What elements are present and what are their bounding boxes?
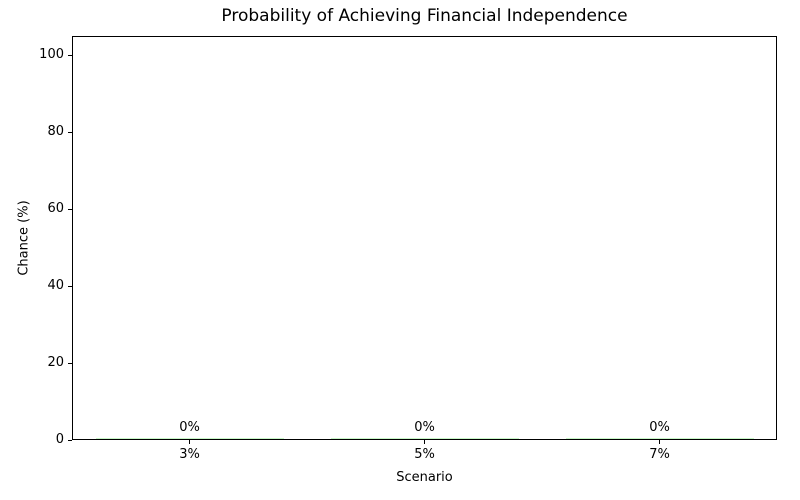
y-tick-label: 100 — [39, 47, 64, 63]
y-tick-label: 0 — [55, 432, 64, 447]
y-tick-label: 80 — [47, 124, 64, 140]
x-tick-label: 3% — [179, 447, 200, 462]
y-tick-label: 20 — [47, 355, 64, 371]
bar — [95, 438, 284, 439]
bar-value-label: 0% — [649, 420, 670, 435]
x-tick-mark — [424, 440, 425, 444]
x-axis-label: Scenario — [396, 470, 453, 485]
y-tick-mark — [68, 285, 72, 287]
x-tick-label: 5% — [414, 447, 435, 462]
y-tick-mark — [68, 362, 72, 364]
bar-value-label: 0% — [414, 420, 435, 435]
bar — [330, 438, 519, 439]
y-tick-mark — [68, 208, 72, 210]
bar-value-label: 0% — [179, 420, 200, 435]
plot-area — [72, 36, 777, 440]
y-tick-mark — [68, 131, 72, 133]
y-tick-mark — [68, 439, 72, 441]
x-tick-mark — [659, 440, 660, 444]
bar — [565, 438, 754, 439]
x-tick-label: 7% — [649, 447, 670, 462]
x-tick-mark — [189, 440, 190, 444]
y-tick-label: 40 — [47, 278, 64, 294]
y-tick-mark — [68, 54, 72, 56]
y-tick-label: 60 — [47, 201, 64, 217]
chart-title: Probability of Achieving Financial Indep… — [221, 6, 628, 26]
